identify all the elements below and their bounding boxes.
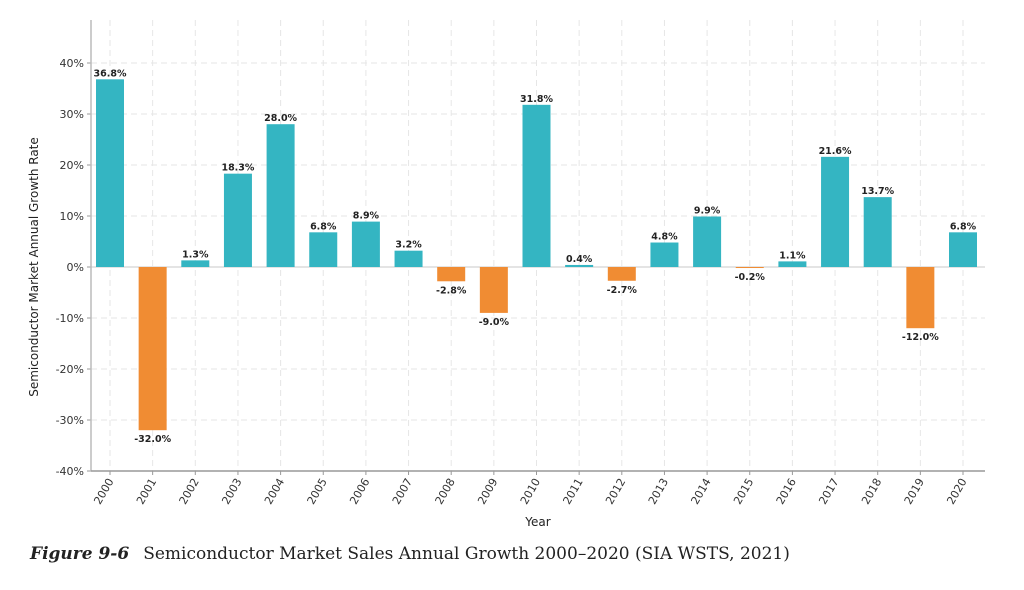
data-label: -2.7% xyxy=(607,285,638,296)
data-label: 21.6% xyxy=(819,146,852,157)
bar-2014 xyxy=(693,216,722,267)
x-tick-label: 2014 xyxy=(688,476,713,507)
x-tick-label: 2009 xyxy=(475,476,500,507)
bar-2018 xyxy=(863,197,892,267)
data-label: 31.8% xyxy=(520,94,553,105)
data-label: -2.8% xyxy=(436,285,467,296)
x-tick-label: 2007 xyxy=(390,476,415,507)
x-tick-label: 2001 xyxy=(134,476,159,507)
bar-2017 xyxy=(821,156,850,267)
data-label: 6.8% xyxy=(310,221,337,232)
data-label: 1.3% xyxy=(182,249,209,260)
bar-2006 xyxy=(351,221,380,267)
x-tick-label: 2004 xyxy=(262,476,287,507)
bar-2007 xyxy=(394,250,423,267)
y-tick-label: 40% xyxy=(60,57,84,70)
data-label: 36.8% xyxy=(94,68,127,79)
y-tick-label: 30% xyxy=(60,108,84,121)
data-label: 3.2% xyxy=(395,240,422,251)
bar-2004 xyxy=(266,124,295,267)
figure-caption: Figure 9-6 Semiconductor Market Sales Ann… xyxy=(30,544,790,564)
bar-2003 xyxy=(223,173,252,267)
x-tick-label: 2017 xyxy=(816,476,841,507)
x-tick-label: 2016 xyxy=(774,476,799,507)
x-tick-label: 2000 xyxy=(91,476,116,507)
figure-label: Figure 9-6 xyxy=(30,544,130,564)
data-label: 28.0% xyxy=(264,113,297,124)
bar-2015 xyxy=(735,267,764,269)
x-tick-label: 2012 xyxy=(603,476,628,507)
data-label: 13.7% xyxy=(861,186,894,197)
data-label: -12.0% xyxy=(902,332,939,343)
bar-2009 xyxy=(479,267,508,313)
bar-2016 xyxy=(778,261,807,267)
x-tick-label: 2003 xyxy=(219,476,244,507)
x-tick-label: 2011 xyxy=(560,476,585,507)
bar-2011 xyxy=(565,264,594,267)
y-tick-label: 20% xyxy=(60,159,84,172)
x-tick-label: 2005 xyxy=(305,476,330,507)
y-tick-label: -20% xyxy=(56,363,84,376)
x-tick-label: 2010 xyxy=(518,476,543,507)
y-tick-label: 10% xyxy=(60,210,84,223)
x-axis-title: Year xyxy=(524,515,550,529)
y-tick-label: 0% xyxy=(67,261,84,274)
data-label: 6.8% xyxy=(950,221,977,232)
bar-2020 xyxy=(949,232,977,267)
y-tick-label: -30% xyxy=(56,414,84,427)
bar-2005 xyxy=(309,232,338,267)
bar-2013 xyxy=(650,242,679,267)
y-axis-title: Semiconductor Market Annual Growth Rate xyxy=(27,137,41,397)
bar-2008 xyxy=(437,267,466,282)
bar-2012 xyxy=(607,267,636,281)
data-label: 4.8% xyxy=(651,232,678,243)
x-tick-label: 2006 xyxy=(347,476,372,507)
bar-2010 xyxy=(522,104,551,267)
caption-text: Semiconductor Market Sales Annual Growth… xyxy=(143,544,790,564)
bar-2001 xyxy=(138,267,167,431)
data-label: -9.0% xyxy=(479,317,510,328)
data-label: 9.9% xyxy=(694,206,721,217)
x-tick-label: 2015 xyxy=(731,476,756,507)
x-tick-label: 2019 xyxy=(902,476,927,507)
data-label: 8.9% xyxy=(353,211,380,222)
data-label: -32.0% xyxy=(134,434,171,445)
x-tick-label: 2008 xyxy=(433,476,458,507)
x-tick-label: 2018 xyxy=(859,476,884,507)
bar-2000 xyxy=(96,79,124,267)
bar-2002 xyxy=(181,260,210,267)
x-tick-label: 2013 xyxy=(646,476,671,507)
data-label: 0.4% xyxy=(566,254,593,265)
x-tick-label: 2002 xyxy=(177,476,202,507)
data-label: 18.3% xyxy=(221,163,254,174)
y-tick-label: -10% xyxy=(56,312,84,325)
data-label: -0.2% xyxy=(735,272,766,283)
bar-2019 xyxy=(906,267,935,329)
y-tick-label: -40% xyxy=(56,465,84,478)
x-tick-label: 2020 xyxy=(944,476,969,507)
data-label: 1.1% xyxy=(779,250,806,261)
